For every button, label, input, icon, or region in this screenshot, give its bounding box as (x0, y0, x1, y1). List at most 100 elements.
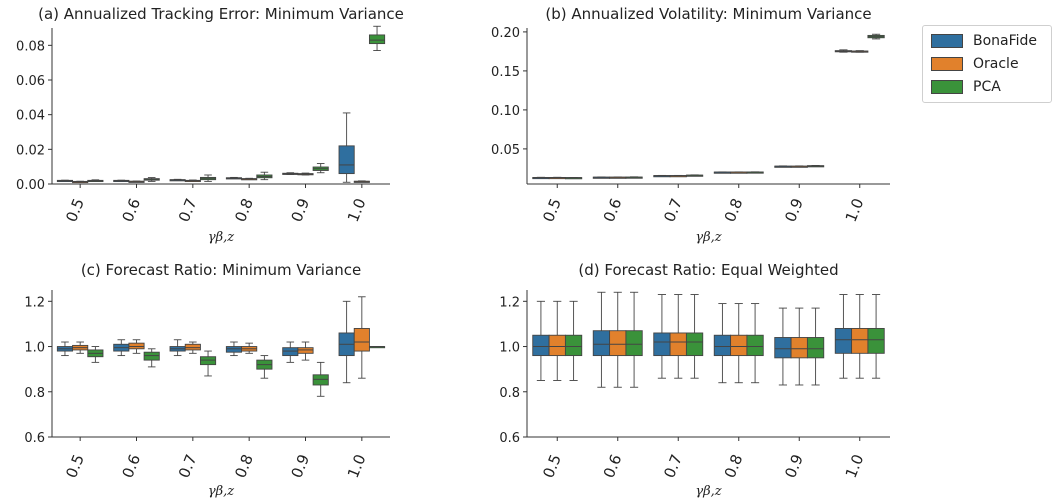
box-bonafide (338, 300, 355, 384)
box-bonafide (113, 339, 130, 357)
box-body (806, 337, 825, 359)
box-body (532, 334, 550, 357)
x-tick-label: 0.8 (721, 196, 747, 225)
box-bonafide (56, 341, 74, 357)
x-axis-label: γβ,z (695, 484, 721, 499)
y-tick-label: 0.06 (16, 74, 45, 89)
y-tick-label: 1.0 (499, 341, 520, 356)
box-body (713, 334, 732, 357)
y-tick-label: 0.20 (491, 26, 520, 41)
box-oracle (353, 180, 370, 183)
legend-item-bonafide: BonaFide (931, 32, 1037, 50)
box-bonafide (56, 179, 74, 183)
box-oracle (241, 177, 258, 181)
x-tick-label: 0.9 (781, 452, 807, 481)
box-pca (625, 176, 643, 179)
box-body (338, 145, 355, 175)
box-pca (256, 355, 273, 379)
box-body (353, 327, 370, 352)
x-tick-label: 0.8 (231, 196, 257, 225)
legend-label-oracle: Oracle (973, 56, 1019, 72)
box-pca (312, 361, 329, 397)
legend-item-oracle: Oracle (931, 55, 1019, 73)
legend-swatch-pca (931, 80, 963, 94)
box-body (297, 347, 314, 354)
box-body (834, 327, 853, 354)
box-bonafide (225, 176, 243, 180)
box-pca (199, 174, 217, 182)
legend: BonaFide Oracle PCA (922, 25, 1052, 103)
box-pca (806, 164, 825, 168)
box-bonafide (774, 165, 792, 168)
box-oracle (184, 179, 201, 183)
box-body (225, 346, 243, 353)
chart-panel-4: (d) Forecast Ratio: Equal Weighted 0.6 0.8… (499, 261, 890, 499)
box-body (368, 34, 386, 45)
x-tick-label: 0.6 (119, 452, 145, 481)
box-bonafide (834, 294, 853, 379)
box-body (685, 332, 704, 357)
box-oracle (851, 50, 869, 53)
x-tick-label: 1.0 (842, 196, 868, 225)
box-oracle (609, 291, 627, 388)
box-pca (564, 300, 583, 381)
box-body (184, 343, 201, 351)
chart-panel-1: (a) Annualized Tracking Error: Minimum V… (16, 5, 404, 245)
y-tick-label: 0.08 (16, 39, 45, 54)
x-tick-label: 0.9 (288, 452, 314, 481)
chart-panel-2: (b) Annualized Volatility: Minimum Varia… (491, 5, 890, 245)
box-bonafide (225, 341, 243, 357)
box-bonafide (282, 341, 299, 363)
x-tick-label: 0.8 (231, 452, 257, 481)
box-bonafide (834, 49, 853, 53)
box-body (548, 334, 566, 357)
box-oracle (730, 171, 748, 174)
box-oracle (128, 180, 145, 183)
x-axis-label: γβ,z (208, 484, 234, 499)
x-tick-label: 0.6 (600, 196, 626, 225)
box-pca (87, 179, 104, 183)
chart-panel-3: (c) Forecast Ratio: Minimum Variance 0.6 0… (24, 261, 390, 499)
box-oracle (851, 294, 869, 379)
box-body (143, 351, 160, 361)
box-pca (746, 303, 764, 384)
box-body (669, 332, 687, 357)
box-oracle (548, 176, 566, 180)
y-tick-label: 0.15 (491, 65, 520, 80)
box-bonafide (532, 300, 550, 381)
box-oracle (548, 300, 566, 381)
x-tick-label: 0.7 (660, 196, 686, 225)
box-body (774, 337, 792, 359)
box-oracle (669, 294, 687, 379)
y-tick-label: 0.8 (499, 386, 520, 401)
box-bonafide (653, 174, 671, 178)
box-pca (143, 348, 160, 368)
x-tick-label: 0.7 (175, 196, 201, 225)
box-oracle (790, 165, 808, 168)
box-bonafide (169, 339, 186, 357)
box-oracle (669, 174, 687, 178)
y-tick-label: 0.6 (24, 431, 45, 446)
box-body (625, 330, 643, 357)
y-tick-label: 0.05 (491, 143, 520, 158)
box-bonafide (169, 178, 186, 182)
box-pca (806, 307, 825, 386)
x-tick-label: 0.6 (600, 452, 626, 481)
x-axis-label: γβ,z (695, 230, 721, 245)
chart-title: (d) Forecast Ratio: Equal Weighted (578, 261, 838, 279)
box-oracle (609, 176, 627, 179)
box-body (282, 347, 299, 357)
box-body (312, 374, 329, 386)
box-bonafide (592, 291, 611, 388)
box-body (851, 327, 869, 354)
box-oracle (730, 303, 748, 384)
box-oracle (72, 180, 89, 184)
chart-title: (b) Annualized Volatility: Minimum Varia… (545, 5, 871, 23)
x-tick-label: 0.9 (288, 196, 314, 225)
legend-item-pca: PCA (931, 78, 1001, 96)
box-body (564, 334, 583, 357)
x-tick-label: 0.5 (539, 452, 565, 481)
box-pca (625, 291, 643, 388)
box-pca (256, 171, 273, 181)
